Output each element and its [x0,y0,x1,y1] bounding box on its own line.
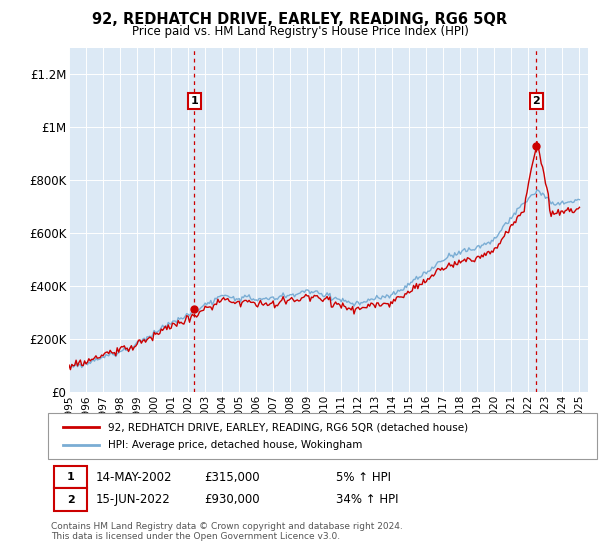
Text: £930,000: £930,000 [204,493,260,506]
Text: Contains HM Land Registry data © Crown copyright and database right 2024.: Contains HM Land Registry data © Crown c… [51,522,403,531]
Text: 15-JUN-2022: 15-JUN-2022 [96,493,171,506]
Text: HPI: Average price, detached house, Wokingham: HPI: Average price, detached house, Woki… [108,440,362,450]
Text: 92, REDHATCH DRIVE, EARLEY, READING, RG6 5QR (detached house): 92, REDHATCH DRIVE, EARLEY, READING, RG6… [108,422,468,432]
Text: 14-MAY-2002: 14-MAY-2002 [96,470,173,484]
Text: 2: 2 [532,96,540,106]
Text: 1: 1 [191,96,198,106]
Text: £315,000: £315,000 [204,470,260,484]
Text: 34% ↑ HPI: 34% ↑ HPI [336,493,398,506]
Text: Price paid vs. HM Land Registry's House Price Index (HPI): Price paid vs. HM Land Registry's House … [131,25,469,38]
Text: This data is licensed under the Open Government Licence v3.0.: This data is licensed under the Open Gov… [51,532,340,541]
Text: 2: 2 [67,494,74,505]
Text: 92, REDHATCH DRIVE, EARLEY, READING, RG6 5QR: 92, REDHATCH DRIVE, EARLEY, READING, RG6… [92,12,508,27]
Text: 5% ↑ HPI: 5% ↑ HPI [336,470,391,484]
Text: 1: 1 [67,472,74,482]
